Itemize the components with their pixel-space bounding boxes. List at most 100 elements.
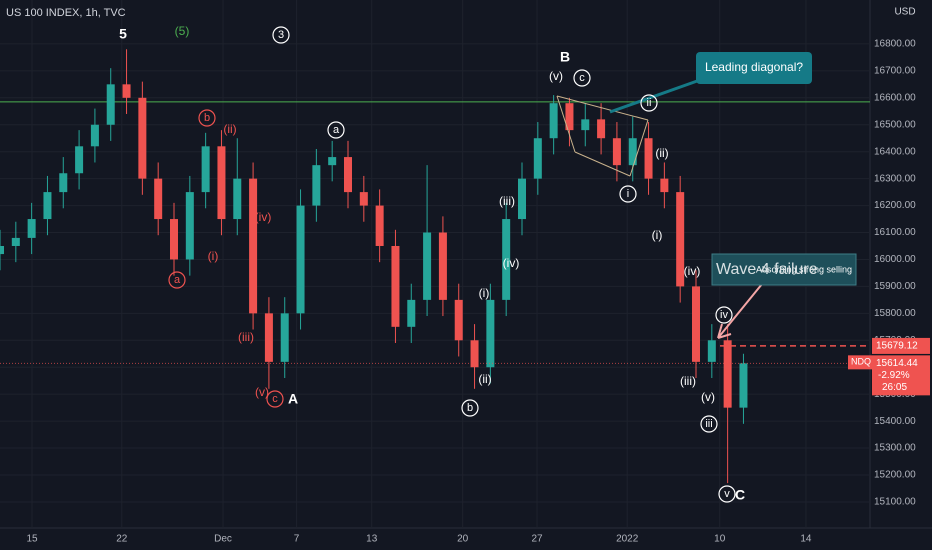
candle-body: [170, 219, 178, 260]
wave-label: b: [204, 112, 210, 124]
candle-body: [486, 299, 495, 368]
candle-body: [359, 192, 368, 206]
wave-label: (5): [175, 24, 190, 38]
candle-body: [11, 237, 20, 246]
wave-label: v: [724, 488, 730, 500]
candle-body: [454, 299, 463, 341]
candle-body: [344, 157, 352, 193]
candle-body: [707, 340, 716, 362]
candle-body: [407, 299, 416, 327]
x-tick-label: 14: [800, 534, 812, 545]
wave-label: c: [272, 393, 278, 405]
wave-label: (iii): [238, 330, 254, 344]
wedge-line: [556, 95, 649, 121]
wave-label: b: [467, 402, 473, 414]
candle-body: [438, 232, 447, 300]
candle-body: [518, 178, 526, 220]
y-tick-label: 16400.00: [874, 146, 916, 157]
candle-body: [249, 178, 258, 314]
wave-label: (iv): [255, 210, 272, 224]
wave-label: (ii): [478, 372, 491, 386]
candle-body: [581, 119, 590, 131]
wave-label: B: [560, 49, 570, 65]
candle-body: [660, 178, 669, 193]
price-label-box: [872, 355, 930, 396]
wave-circle: [461, 399, 479, 417]
candle-body: [217, 146, 226, 220]
candle-body: [122, 84, 131, 98]
callout-box: [696, 52, 812, 84]
countdown-label: 26:05: [882, 382, 907, 393]
candle-body: [533, 138, 542, 179]
y-tick-label: 15200.00: [874, 470, 916, 481]
callout-note: Absorbing strong selling: [756, 264, 852, 274]
candle-body: [723, 340, 732, 408]
callout-text: Wave 4 failure: [716, 261, 818, 278]
wave-label: (ii): [655, 146, 668, 160]
candle-body: [375, 205, 384, 246]
candle-body: [597, 119, 606, 139]
candle-body: [565, 103, 574, 131]
x-tick-label: 22: [116, 534, 128, 545]
y-tick-label: 16500.00: [874, 119, 916, 130]
wave-label: ii: [647, 97, 652, 109]
candle-body: [739, 363, 748, 408]
wedge-line: [629, 119, 649, 177]
x-tick-label: 15: [26, 534, 38, 545]
candle-body: [391, 245, 400, 327]
wave-label: A: [288, 391, 298, 407]
wave-label: (iii): [680, 374, 696, 388]
candle-body: [423, 232, 432, 300]
candle-body: [0, 245, 4, 255]
symbol-box: [848, 355, 872, 370]
wave-circle: [327, 121, 345, 139]
candle-body: [502, 219, 511, 300]
wave-label: (ii): [223, 122, 236, 136]
x-tick-label: 10: [714, 534, 726, 545]
wave-label: (i): [479, 286, 490, 300]
currency: USD: [894, 7, 915, 18]
y-tick-label: 16700.00: [874, 66, 916, 77]
callout-box: [711, 253, 857, 286]
wave-circle: [266, 390, 284, 408]
wedge-line: [574, 151, 631, 177]
candle-body: [612, 138, 621, 166]
y-tick-label: 15400.00: [874, 416, 916, 427]
candle-body: [233, 178, 242, 220]
arrow: [717, 283, 763, 339]
wave-label: (i): [652, 228, 663, 242]
wave-label: (i): [208, 249, 219, 263]
wave-label: 5: [119, 26, 127, 42]
wave-label: c: [579, 72, 585, 84]
y-tick-label: 16200.00: [874, 200, 916, 211]
wave-label: a: [174, 274, 181, 286]
wave-label: (v): [549, 69, 563, 83]
candle-body: [692, 286, 700, 362]
candle-body: [676, 192, 685, 287]
y-tick-label: 15800.00: [874, 308, 916, 319]
candle-body: [644, 138, 653, 179]
wave-circle: [619, 185, 637, 203]
wave-label: iii: [705, 418, 712, 430]
y-tick-label: 16000.00: [874, 254, 916, 265]
candle-body: [27, 219, 36, 238]
candle-body: [185, 192, 194, 260]
y-tick-label: 16300.00: [874, 173, 916, 184]
callout-pointer: [609, 78, 701, 114]
candle-body: [296, 205, 305, 314]
x-tick-label: Dec: [214, 534, 232, 545]
wave-label: (v): [701, 390, 715, 404]
wave-label: (iii): [499, 194, 515, 208]
wave-label: a: [333, 124, 340, 136]
wave-circle: [198, 109, 216, 127]
chart-title: US 100 INDEX, 1h, TVC: [6, 7, 126, 19]
y-tick-label: 16100.00: [874, 227, 916, 238]
x-tick-label: 20: [457, 534, 469, 545]
wave-circle: [168, 271, 186, 289]
candle-body: [328, 157, 337, 166]
wave-circle: [272, 26, 290, 44]
wave-circle: [640, 94, 658, 112]
level-label-box: [872, 337, 930, 354]
candle-body: [628, 138, 637, 166]
